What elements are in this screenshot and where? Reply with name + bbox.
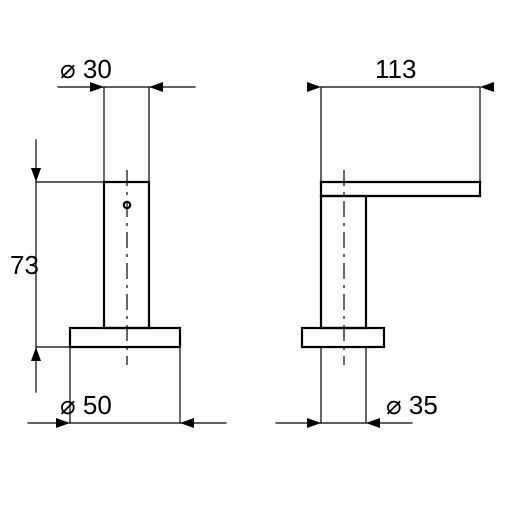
dim-73: 73	[10, 250, 39, 280]
dim-⌀50: ⌀ 50	[60, 390, 112, 420]
dim-⌀35: ⌀ 35	[386, 390, 438, 420]
dim-113: 113	[375, 54, 416, 84]
dim-⌀30: ⌀ 30	[60, 54, 112, 84]
